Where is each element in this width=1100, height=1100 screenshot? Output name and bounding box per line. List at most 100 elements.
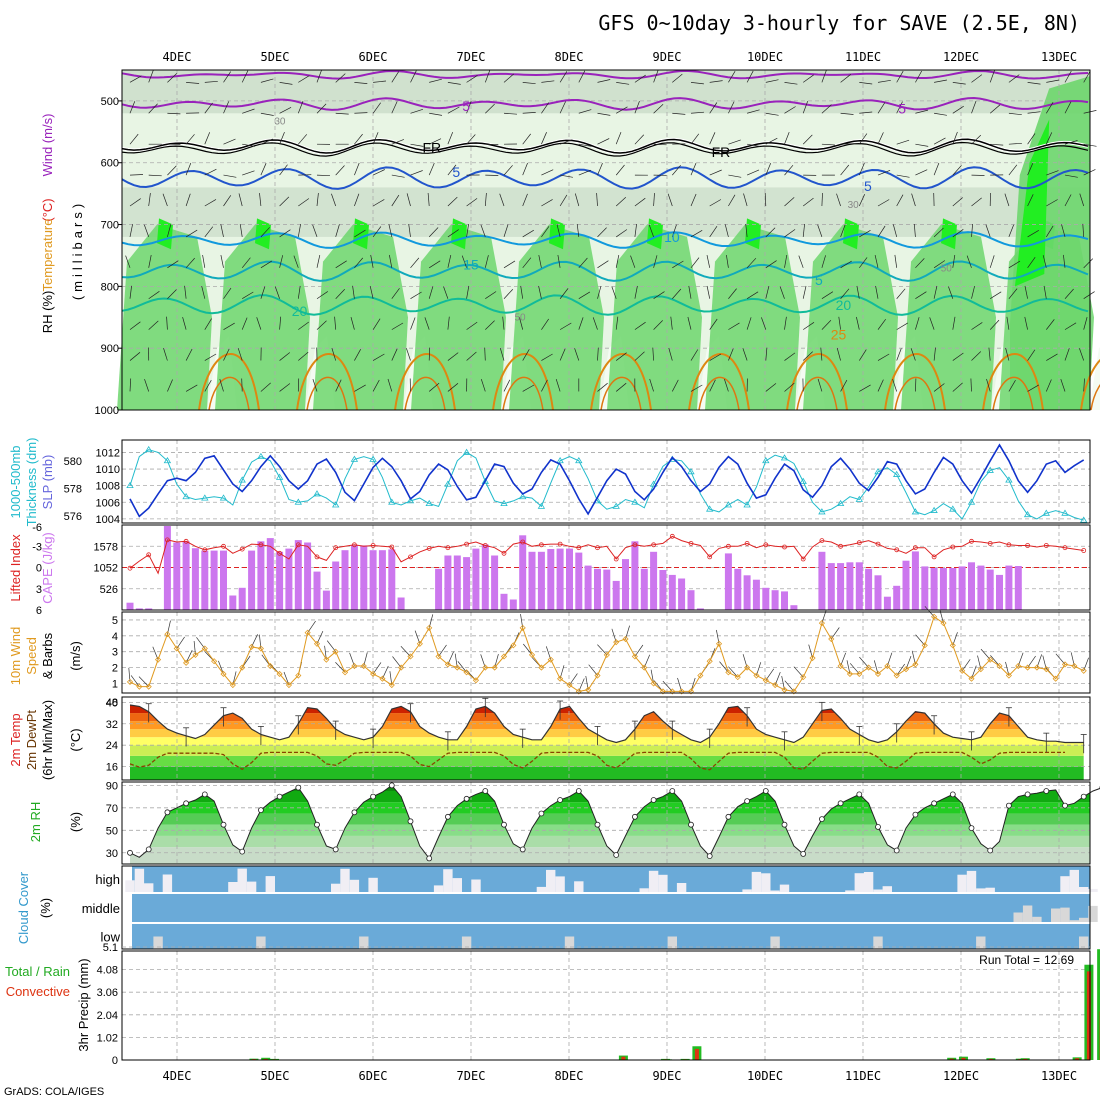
wind-barb <box>952 131 958 145</box>
li-marker <box>595 545 600 551</box>
cape-bar <box>126 602 134 610</box>
cloud-level-label: high <box>95 872 120 887</box>
contour-label: 50 <box>941 264 953 275</box>
li-marker <box>819 538 825 543</box>
cape-bar <box>902 560 910 610</box>
thickness-marker <box>350 455 359 462</box>
wind-barb <box>1027 163 1034 176</box>
wind-marker <box>1033 664 1041 671</box>
wind-barb <box>1064 194 1072 207</box>
thickness-slp-panel: 1004 1006 1008 1010 1012 576 578 580 <box>64 439 1091 526</box>
wind-marker <box>1015 662 1022 670</box>
wind-barb <box>1008 74 1020 83</box>
wind-marker <box>248 643 255 651</box>
wind-barb <box>1046 319 1055 330</box>
li-tick: 6 <box>36 605 42 617</box>
wind-barb <box>148 320 159 330</box>
cape-bar <box>734 568 742 610</box>
contour-FR2 <box>121 141 1089 157</box>
wind-barb <box>260 138 273 145</box>
thickness-marker <box>724 501 733 508</box>
wind-barb <box>793 666 804 678</box>
cloud-fraction-bar <box>1088 905 1098 922</box>
rh-band <box>130 790 1090 803</box>
thickness-marker <box>537 502 546 509</box>
wind-marker <box>940 620 947 627</box>
panel-labels: Wind (m/s) (°C) Temperature RH (%) (mill… <box>5 114 91 1052</box>
rh-green-column <box>803 224 898 410</box>
temp-tick: 40 <box>106 697 118 709</box>
wind-barb <box>802 74 815 83</box>
wind-barb <box>485 320 495 330</box>
wind10-label: 10m Wind <box>8 627 23 686</box>
wind-marker <box>912 661 919 668</box>
cloud-fraction-bar <box>443 869 453 892</box>
date-labels-bottom: 4DEC 5DEC 6DEC 7DEC 8DEC 9DEC 10DEC 11DEC 12DEC 1… <box>163 1069 1078 1083</box>
ytick-label: 700 <box>101 220 119 232</box>
wind-barb <box>372 132 379 145</box>
wind-barb <box>316 320 327 330</box>
wind-barb <box>196 637 206 649</box>
wind-barb <box>522 349 530 361</box>
cape-bar <box>360 545 368 610</box>
date-label-bottom: 11DEC <box>845 1069 881 1083</box>
wind-barb <box>129 174 144 176</box>
cape-bar <box>472 548 480 610</box>
rh-marker <box>220 821 227 828</box>
cape-bar <box>584 565 592 610</box>
wind-barb <box>765 79 779 83</box>
wind-barb <box>784 131 790 145</box>
wind-marker <box>884 662 891 670</box>
wind-marker <box>510 642 517 649</box>
wind-barb <box>719 661 729 673</box>
wind-barb <box>538 285 542 299</box>
thickness-marker <box>275 473 284 480</box>
wind-barb <box>784 254 788 268</box>
li-line <box>129 535 1084 575</box>
wind-barb <box>765 260 777 269</box>
wind-barb <box>466 75 478 83</box>
cloud-fraction-bar <box>471 879 481 892</box>
wind-barb <box>241 70 249 83</box>
wind-barb <box>523 643 533 656</box>
wind-barb <box>298 75 310 83</box>
li-marker <box>1043 543 1049 548</box>
wind-barb <box>1042 255 1047 268</box>
wind-barb <box>668 347 673 361</box>
wind-barb <box>522 133 531 145</box>
precip-conv-bar <box>1023 1058 1028 1060</box>
wind-barb <box>369 286 374 299</box>
thickness-marker <box>182 492 190 500</box>
wind-barb <box>223 138 236 145</box>
wind-barb <box>840 260 852 269</box>
wind-barb <box>185 257 195 269</box>
wind-barb <box>840 143 854 145</box>
wind-marker <box>145 683 152 690</box>
cape-bar <box>650 551 658 610</box>
wind-barb <box>1079 193 1085 207</box>
thickness-marker <box>911 508 920 515</box>
wind-barb <box>728 174 742 178</box>
cape-bar <box>865 568 873 610</box>
wind-barb <box>335 379 342 392</box>
wind-barb <box>1083 291 1095 300</box>
cape-bar <box>631 541 639 610</box>
date-label-bottom: 7DEC <box>457 1069 486 1083</box>
li-marker <box>576 545 582 551</box>
wind-barb <box>653 104 664 114</box>
cloud-fraction-bar <box>1079 936 1089 949</box>
contour-20 <box>121 294 1089 316</box>
li-marker <box>1062 545 1068 551</box>
wind-barb <box>877 102 886 114</box>
wind-barb <box>653 192 655 207</box>
wind-barb <box>447 383 459 392</box>
wind-barb <box>896 194 904 207</box>
rh-marker <box>632 813 638 820</box>
wind-barb <box>143 224 150 238</box>
contour-15 <box>121 260 1089 282</box>
cape-bar <box>939 568 947 610</box>
wind-barb <box>354 257 364 269</box>
wind-marker <box>687 688 695 695</box>
wind-barb <box>167 379 173 392</box>
wind-barb <box>519 317 524 330</box>
